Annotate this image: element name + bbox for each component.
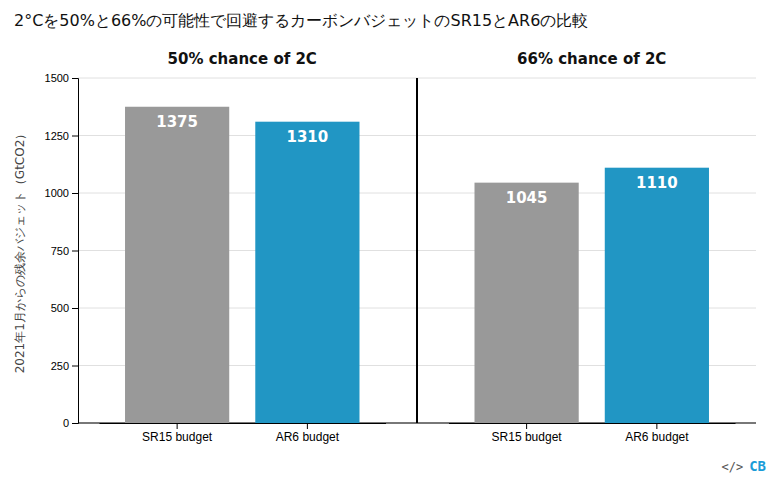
data-label: 1110 bbox=[636, 174, 678, 192]
y-tick-mark bbox=[72, 251, 78, 252]
credit-part: </> bbox=[721, 460, 743, 474]
grid bbox=[78, 78, 756, 423]
x-tick: AR6 budget bbox=[276, 423, 340, 444]
y-tick-label: 750 bbox=[51, 245, 69, 257]
y-tick-mark bbox=[72, 136, 78, 137]
group-label: 66% chance of 2C bbox=[517, 50, 666, 68]
x-tick: AR6 budget bbox=[625, 423, 689, 444]
y-tick-label: 1250 bbox=[45, 130, 69, 142]
y-tick-label: 500 bbox=[51, 302, 69, 314]
y-tick: 500 bbox=[51, 302, 78, 314]
y-tick-mark bbox=[72, 366, 78, 367]
y-axis: 0 250 500 750 1000 1250 1500 bbox=[45, 72, 79, 429]
data-label: 1310 bbox=[287, 128, 329, 146]
y-tick: 1500 bbox=[45, 72, 78, 84]
x-tick-mark bbox=[526, 423, 527, 429]
y-axis-title: 2021年1月からの残余バジェット（GtCO2） bbox=[13, 128, 27, 374]
bar bbox=[475, 183, 579, 423]
bar bbox=[605, 168, 709, 423]
y-tick-label: 0 bbox=[63, 417, 69, 429]
x-tick-label: SR15 budget bbox=[492, 430, 563, 444]
chart-root: 0 250 500 750 1000 1250 1500 SR15 budget AR6 bud… bbox=[0, 0, 780, 479]
x-tick-mark bbox=[177, 423, 178, 429]
group-divider bbox=[416, 78, 418, 423]
y-tick-mark bbox=[72, 78, 78, 79]
x-tick-label: AR6 budget bbox=[625, 430, 689, 444]
y-tick: 1250 bbox=[45, 130, 78, 142]
y-tick-label: 1000 bbox=[45, 187, 69, 199]
group-label: 50% chance of 2C bbox=[168, 50, 317, 68]
x-tick-mark bbox=[656, 423, 657, 429]
y-tick-label: 250 bbox=[51, 360, 69, 372]
x-axis: SR15 budget AR6 budget bbox=[449, 423, 736, 444]
title: 2°Cを50%と66%の可能性で回避するカーボンバジェットのSR15とAR6の比… bbox=[14, 11, 588, 30]
y-tick: 250 bbox=[51, 360, 78, 372]
y-tick-label: 1500 bbox=[45, 72, 69, 84]
credit-part: CB bbox=[749, 458, 766, 474]
x-tick: SR15 budget bbox=[142, 423, 213, 444]
bar bbox=[255, 122, 359, 423]
y-tick-mark bbox=[72, 308, 78, 309]
y-tick-mark bbox=[72, 193, 78, 194]
x-tick-label: AR6 budget bbox=[276, 430, 340, 444]
y-tick: 750 bbox=[51, 245, 78, 257]
x-tick-mark bbox=[307, 423, 308, 429]
group-labels: 50% chance of 2C 66% chance of 2C bbox=[168, 50, 667, 68]
x-tick: SR15 budget bbox=[492, 423, 563, 444]
plot-area: 0 250 500 750 1000 1250 1500 SR15 budget AR6 bud… bbox=[45, 50, 756, 444]
bar bbox=[125, 107, 229, 423]
y-tick-mark bbox=[72, 423, 78, 424]
data-label: 1045 bbox=[506, 189, 548, 207]
x-axis: SR15 budget AR6 budget bbox=[99, 423, 386, 444]
y-tick: 1000 bbox=[45, 187, 78, 199]
data-label: 1375 bbox=[156, 113, 198, 131]
y-axis-line bbox=[72, 79, 79, 424]
credit: </> CB bbox=[721, 458, 766, 474]
x-tick-label: SR15 budget bbox=[142, 430, 213, 444]
y-tick: 0 bbox=[63, 417, 78, 429]
